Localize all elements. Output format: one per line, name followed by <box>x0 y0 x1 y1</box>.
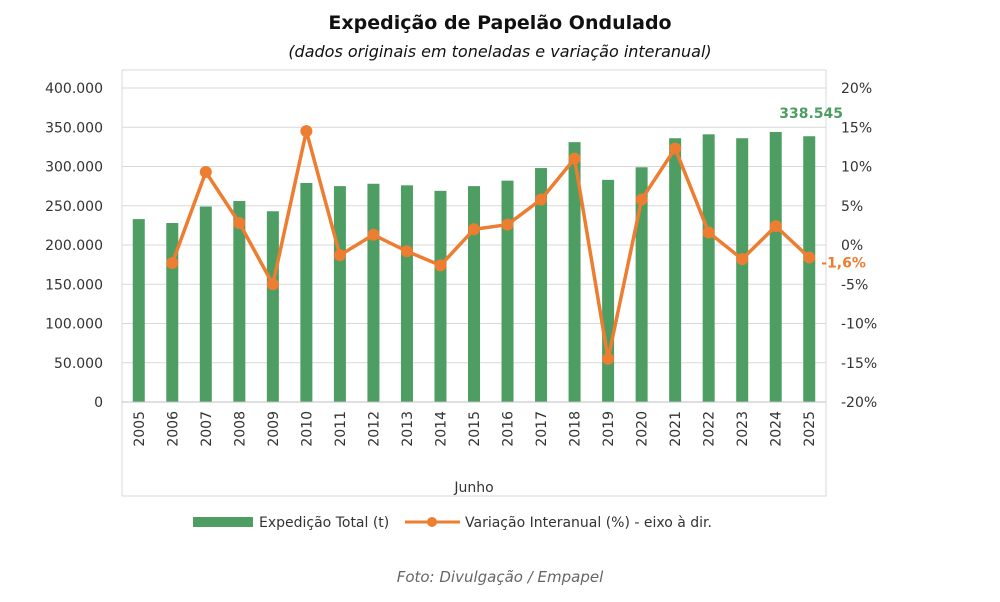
x-tick-label: 2014 <box>433 411 449 447</box>
line-point <box>803 251 816 264</box>
bar <box>434 190 447 402</box>
x-tick-label: 2012 <box>366 411 382 447</box>
bar <box>199 206 212 402</box>
x-tick-label: 2006 <box>165 411 181 447</box>
x-tick-label: 2013 <box>400 411 416 447</box>
y-left-tick-label: 300.000 <box>45 160 103 176</box>
y-right-tick-label: 15% <box>841 120 872 136</box>
bar <box>501 180 514 402</box>
x-tick-label: 2021 <box>668 411 684 447</box>
legend-line-marker <box>427 517 437 527</box>
line-point <box>233 217 246 230</box>
bar <box>468 186 480 402</box>
bar <box>602 179 615 402</box>
line-point <box>468 223 480 236</box>
y-right-tick-label: -10% <box>841 317 877 333</box>
bar-data-label: 338.545 <box>779 106 843 122</box>
x-tick-label: 2022 <box>702 411 718 447</box>
bar <box>635 167 648 402</box>
x-tick-label: 2024 <box>769 411 785 447</box>
x-tick-label: 2010 <box>299 411 315 447</box>
line-point <box>769 220 782 233</box>
line-point <box>333 249 346 262</box>
x-tick-label: 2017 <box>534 411 550 447</box>
y-left-tick-label: 100.000 <box>45 317 103 333</box>
x-tick-label: 2019 <box>601 411 617 447</box>
bar <box>233 201 246 402</box>
bar <box>300 182 313 402</box>
line-point <box>736 253 749 266</box>
legend-line-label: Variação Interanual (%) - eixo à dir. <box>465 515 712 531</box>
y-right-tick-label: 0% <box>841 238 863 254</box>
y-left-tick-label: 150.000 <box>45 277 103 293</box>
variation-line <box>166 125 816 365</box>
y-left-tick-label: 50.000 <box>54 356 103 372</box>
legend-bar-label: Expedição Total (t) <box>259 515 389 531</box>
x-tick-label: 2020 <box>635 411 651 447</box>
line-point <box>501 218 514 231</box>
bar <box>367 183 380 402</box>
line-point <box>166 257 179 270</box>
bar <box>803 136 816 402</box>
x-axis-label: Junho <box>453 480 493 496</box>
bar <box>132 219 145 402</box>
line-point <box>300 125 313 138</box>
bar <box>736 138 749 403</box>
line-point <box>669 142 682 155</box>
line-point <box>367 228 380 241</box>
bar <box>535 168 548 402</box>
x-tick-label: 2005 <box>132 411 148 447</box>
y-right-tick-label: 20% <box>841 81 872 97</box>
line-point <box>434 259 447 272</box>
line-point <box>635 193 648 206</box>
x-tick-label: 2018 <box>568 411 584 447</box>
bar <box>266 211 279 402</box>
bar <box>333 186 346 402</box>
line-point <box>702 226 715 239</box>
y-right-tick-label: -20% <box>841 395 877 411</box>
bar <box>568 142 581 403</box>
line-point <box>266 278 279 291</box>
x-tick-label: 2008 <box>232 411 248 447</box>
y-left-tick-label: 350.000 <box>45 120 103 136</box>
line-point <box>199 165 212 178</box>
y-left-tick-label: 250.000 <box>45 199 103 215</box>
y-right-tick-label: 10% <box>841 160 872 176</box>
chart-title: Expedição de Papelão Ondulado <box>328 12 672 34</box>
y-right-tick-label: 5% <box>841 199 863 215</box>
line-data-label: -1,6% <box>821 256 866 272</box>
x-tick-label: 2007 <box>199 411 215 447</box>
line-point <box>602 352 615 365</box>
photo-credit: Foto: Divulgação / Empapel <box>396 568 604 586</box>
annotations: 338.545 -1,6% <box>779 106 866 271</box>
bar <box>400 185 413 402</box>
y-right-tick-label: -5% <box>841 277 868 293</box>
bar <box>769 131 782 402</box>
y-left-tick-label: 0 <box>94 395 103 411</box>
x-tick-label: 2015 <box>467 411 483 447</box>
plot-frame <box>121 69 827 497</box>
x-tick-label: 2009 <box>266 411 282 447</box>
y-right-tick-label: -15% <box>841 356 877 372</box>
bar <box>669 138 682 403</box>
bar <box>702 134 715 402</box>
line-point <box>400 245 413 258</box>
legend-bar-swatch <box>193 517 253 527</box>
line-point <box>568 152 581 165</box>
x-tick-label: 2023 <box>735 411 751 447</box>
axes: 0 50.000 100.000 150.000 200.000 250.000 300.0… <box>45 81 877 447</box>
bars <box>132 131 816 403</box>
x-tick-label: 2011 <box>333 411 349 447</box>
chart-subtitle: (dados originais em toneladas e variação… <box>288 42 712 61</box>
variation-line-path <box>170 129 811 361</box>
x-tick-label: 2016 <box>501 411 517 447</box>
y-left-tick-label: 200.000 <box>45 238 103 254</box>
line-point <box>535 193 548 206</box>
y-left-tick-label: 400.000 <box>45 81 103 97</box>
legend: Expedição Total (t) Variação Interanual … <box>193 515 712 531</box>
x-tick-label: 2025 <box>802 411 818 447</box>
